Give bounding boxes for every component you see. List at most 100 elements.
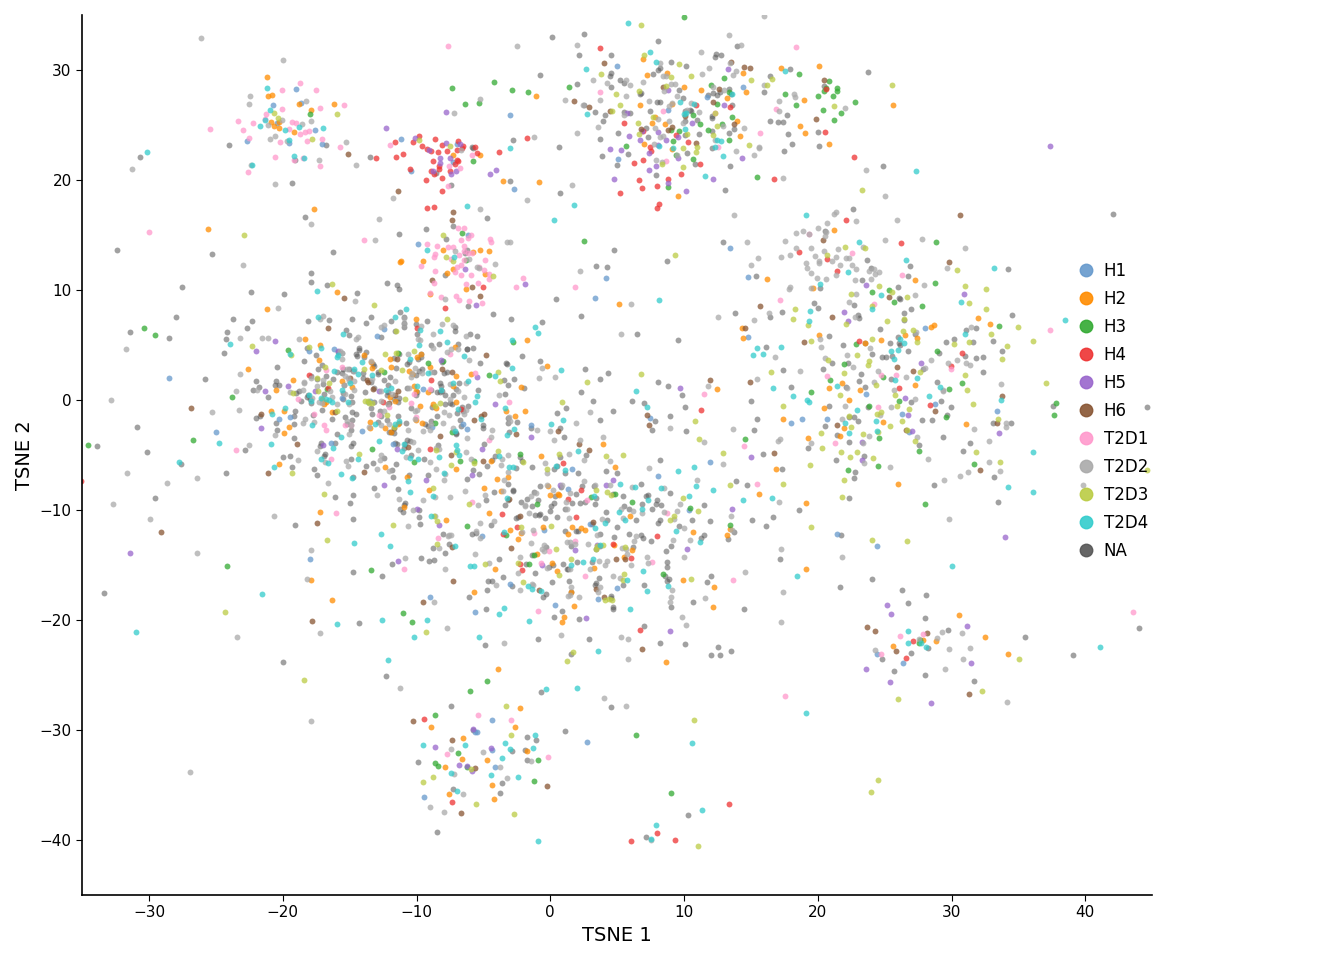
Point: [668, 518, 689, 534]
Point: [617, 105, 638, 120]
Point: [341, 379, 363, 395]
Point: [419, 287, 441, 302]
Point: [468, 383, 489, 398]
Point: [610, 502, 632, 517]
Point: [665, 147, 687, 162]
Point: [536, 358, 558, 373]
Point: [618, 526, 640, 541]
Point: [1129, 620, 1150, 636]
Point: [598, 591, 620, 607]
Point: [403, 630, 425, 645]
Point: [411, 361, 433, 376]
Point: [289, 332, 310, 348]
Point: [806, 271, 828, 286]
Point: [117, 466, 138, 481]
Point: [271, 112, 293, 128]
Point: [633, 618, 655, 634]
Point: [630, 85, 652, 101]
Point: [868, 278, 890, 294]
Point: [450, 142, 472, 157]
Point: [411, 138, 433, 154]
Point: [341, 412, 363, 427]
Point: [446, 142, 468, 157]
Point: [566, 486, 587, 501]
Point: [560, 551, 582, 566]
Point: [606, 551, 628, 566]
Point: [407, 236, 429, 252]
Point: [301, 395, 323, 410]
Point: [515, 497, 536, 513]
Point: [437, 38, 458, 54]
Point: [476, 752, 497, 767]
Point: [289, 127, 310, 142]
Point: [857, 357, 879, 372]
Point: [394, 495, 415, 511]
Point: [660, 538, 681, 553]
Point: [427, 531, 449, 546]
Point: [392, 309, 414, 324]
Point: [655, 543, 676, 559]
Point: [380, 387, 402, 402]
Point: [599, 590, 621, 606]
Point: [423, 364, 445, 379]
Point: [723, 525, 745, 540]
Point: [823, 206, 844, 222]
Point: [456, 471, 477, 487]
Point: [556, 653, 578, 668]
Point: [757, 271, 778, 286]
Point: [641, 832, 663, 848]
Point: [437, 144, 458, 159]
Point: [407, 452, 429, 468]
Point: [644, 121, 665, 136]
Point: [554, 609, 575, 624]
Point: [808, 220, 829, 235]
Point: [613, 511, 634, 526]
Point: [579, 516, 601, 532]
Point: [1001, 307, 1023, 323]
Point: [1179, 294, 1200, 309]
Point: [458, 352, 480, 368]
Point: [603, 243, 625, 258]
Point: [371, 612, 392, 628]
Point: [632, 530, 653, 545]
Point: [497, 492, 519, 508]
Point: [462, 763, 484, 779]
Point: [888, 380, 910, 396]
Point: [637, 488, 659, 503]
Point: [310, 390, 332, 405]
Point: [358, 374, 379, 390]
Point: [310, 402, 332, 418]
Point: [316, 137, 337, 153]
Point: [294, 124, 316, 139]
Point: [388, 281, 410, 297]
Point: [546, 459, 567, 474]
Point: [732, 492, 754, 508]
Point: [860, 260, 882, 276]
Point: [450, 401, 472, 417]
Point: [723, 121, 745, 136]
Point: [657, 176, 679, 191]
Point: [606, 152, 628, 167]
Point: [589, 371, 610, 386]
Point: [769, 103, 790, 118]
Point: [876, 597, 898, 612]
Point: [363, 298, 384, 313]
Point: [773, 362, 794, 377]
Point: [504, 409, 526, 424]
Point: [694, 590, 715, 606]
Point: [905, 377, 926, 393]
Point: [305, 82, 327, 97]
Point: [559, 534, 581, 549]
Point: [870, 404, 891, 420]
Point: [785, 226, 806, 241]
Point: [86, 439, 108, 454]
Point: [392, 319, 414, 334]
Point: [669, 166, 691, 181]
Point: [266, 115, 288, 131]
Point: [246, 383, 267, 398]
Point: [836, 348, 857, 363]
Point: [355, 315, 376, 330]
Point: [521, 740, 543, 756]
Point: [582, 516, 603, 532]
Point: [544, 598, 566, 613]
